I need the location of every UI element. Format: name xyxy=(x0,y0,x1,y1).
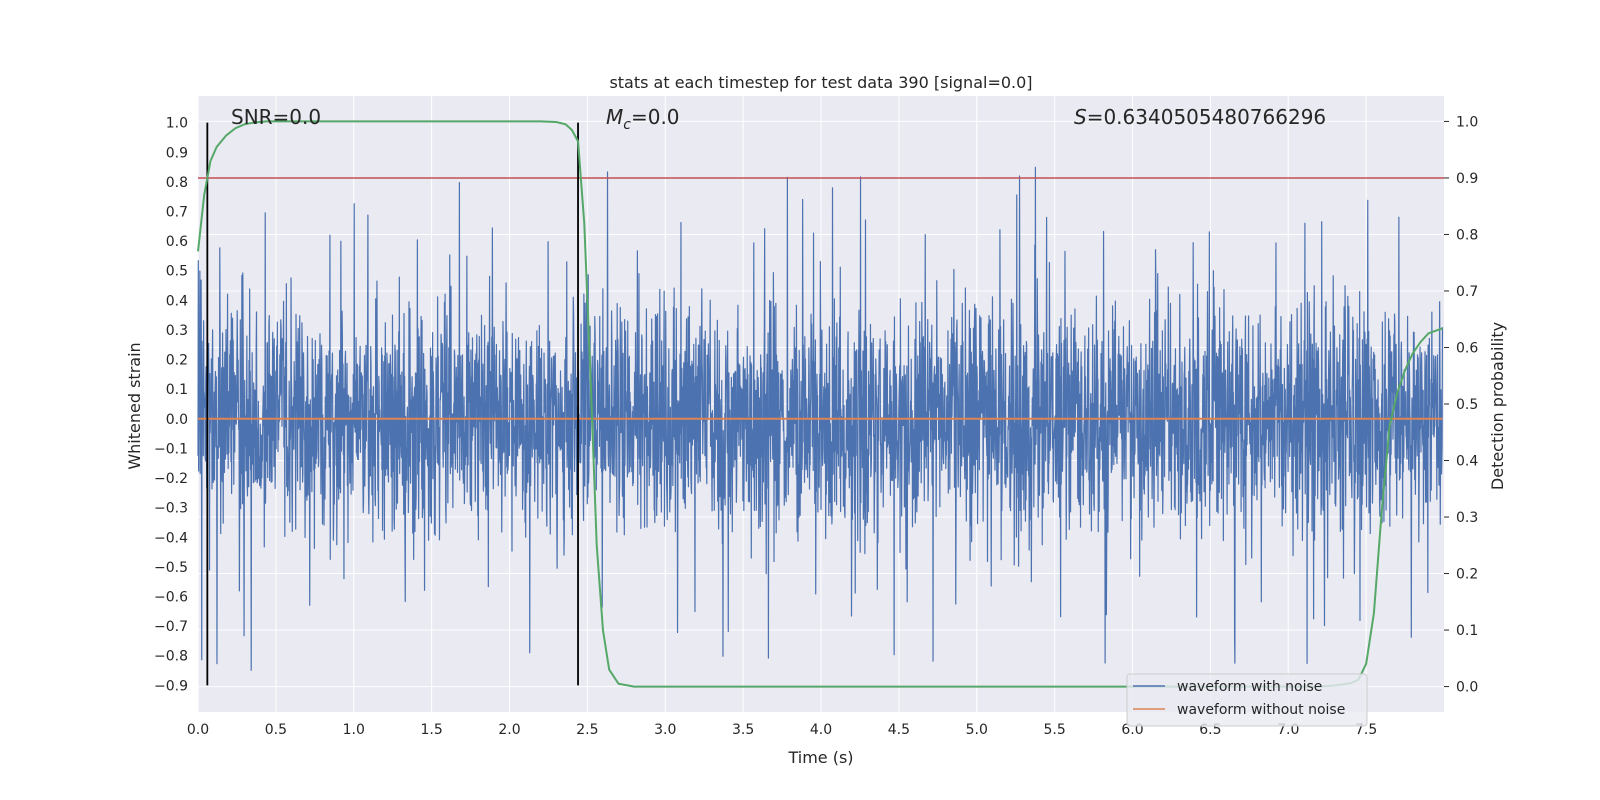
y-tick-label: 0.2 xyxy=(166,353,188,369)
x-tick-label: 4.5 xyxy=(888,722,910,738)
detection-probability-line xyxy=(197,120,1443,688)
score-annotation: S=0.6340505480766296 xyxy=(1074,105,1326,129)
y-right-tick-label: 0.3 xyxy=(1456,510,1478,526)
y-right-tick-label: 0.8 xyxy=(1456,227,1478,243)
y-tick-label: 0.0 xyxy=(166,412,188,428)
y-tick-label: 0.5 xyxy=(166,264,188,280)
x-tick-label: 5.0 xyxy=(966,722,988,738)
legend-label-without-noise: waveform without noise xyxy=(1177,702,1345,718)
x-tick-label: 2.0 xyxy=(498,722,520,738)
x-tick-label: 2.5 xyxy=(576,722,598,738)
y-tick-labels: 1.0 0.9 0.8 0.7 0.6 0.5 0.4 0.3 0.2 0.1 0.0 −0.1 −0.… xyxy=(154,116,188,695)
y-right-tick-label: 0.5 xyxy=(1456,397,1478,413)
y-tick-label: −0.7 xyxy=(154,619,188,635)
y-tick-label: 0.4 xyxy=(166,293,188,309)
y-tick-label: −0.2 xyxy=(154,471,188,487)
y-tick-label: 0.1 xyxy=(166,382,188,398)
score-value: =0.6340505480766296 xyxy=(1087,105,1326,129)
series-waveform-with-noise xyxy=(197,166,1444,671)
y-tick-label: −0.9 xyxy=(154,678,188,694)
chirp-mass-annotation: Mc=0.0 xyxy=(606,105,680,133)
y-right-tick-labels: 1.0 0.9 0.8 0.7 0.6 0.5 0.4 0.3 0.2 0.1 0.0 xyxy=(1444,114,1478,696)
y-tick-label: 0.7 xyxy=(166,205,188,221)
legend-box xyxy=(1126,673,1368,727)
y-tick-label: 0.9 xyxy=(166,145,188,161)
x-tick-label: 3.5 xyxy=(732,722,754,738)
y-tick-label: 1.0 xyxy=(166,116,188,132)
y-tick-label: 0.8 xyxy=(166,175,188,191)
snr-annotation: SNR=0.0 xyxy=(231,105,321,129)
series-lines xyxy=(197,120,1444,688)
x-tick-label: 5.5 xyxy=(1043,722,1065,738)
y-right-tick-label: 0.4 xyxy=(1456,454,1478,470)
chirp-mass-subscript: c xyxy=(623,117,631,133)
x-axis-label: Time (s) xyxy=(787,748,853,767)
noise-trace xyxy=(197,166,1444,671)
y-right-tick-label: 0.6 xyxy=(1456,340,1478,356)
y-right-tick-label: 0.9 xyxy=(1456,171,1478,187)
x-tick-label: 1.5 xyxy=(420,722,442,738)
y-tick-label: −0.3 xyxy=(154,501,188,517)
x-tick-label: 3.0 xyxy=(654,722,676,738)
score-symbol: S xyxy=(1074,105,1087,129)
x-tick-label: 0.5 xyxy=(265,722,287,738)
y-tick-label: −0.1 xyxy=(154,441,188,457)
y-tick-label: 0.6 xyxy=(166,234,188,250)
legend: waveform with noise waveform without noi… xyxy=(1126,673,1368,727)
y-axis-label-right: Detection probability xyxy=(1488,322,1507,490)
y-tick-label: −0.4 xyxy=(154,530,188,546)
x-tick-label: 1.0 xyxy=(343,722,365,738)
x-tick-label: 0.0 xyxy=(187,722,209,738)
y-tick-label: −0.8 xyxy=(154,649,188,665)
y-right-tick-label: 0.2 xyxy=(1456,567,1478,583)
x-tick-label: 4.0 xyxy=(810,722,832,738)
y-tick-label: −0.5 xyxy=(154,560,188,576)
chart-title: stats at each timestep for test data 390… xyxy=(609,73,1032,92)
chirp-mass-symbol: M xyxy=(606,105,623,129)
y-tick-label: −0.6 xyxy=(154,590,188,606)
y-right-tick-label: 0.0 xyxy=(1456,680,1478,696)
chirp-mass-value: =0.0 xyxy=(631,105,680,129)
y-axis-label: Whitened strain xyxy=(125,342,144,469)
y-right-tick-label: 0.7 xyxy=(1456,284,1478,300)
y-right-tick-label: 1.0 xyxy=(1456,114,1478,130)
y-tick-label: 0.3 xyxy=(166,323,188,339)
y-right-tick-label: 0.1 xyxy=(1456,623,1478,639)
legend-label-with-noise: waveform with noise xyxy=(1177,679,1322,695)
